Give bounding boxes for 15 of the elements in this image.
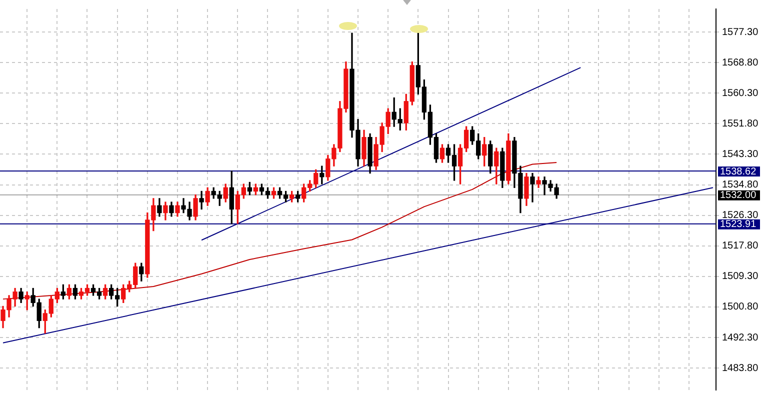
y-tick-label: 1560.30 bbox=[722, 88, 759, 99]
y-tick-label: 1492.30 bbox=[722, 332, 759, 344]
y-tick-label: 1526.30 bbox=[722, 210, 759, 222]
ref-line-label: 1538.62 bbox=[720, 166, 757, 178]
ref-line-label: 1532.00 bbox=[720, 190, 757, 202]
y-tick-label: 1517.80 bbox=[722, 240, 759, 252]
y-tick-label: 1500.80 bbox=[722, 302, 759, 313]
y-tick-label: 1509.30 bbox=[722, 271, 759, 282]
y-tick-label: 1568.80 bbox=[722, 57, 759, 68]
y-tick-label: 1483.80 bbox=[722, 362, 759, 374]
ref-line-label: 1523.91 bbox=[720, 219, 757, 230]
y-tick-label: 1551.80 bbox=[722, 118, 759, 130]
y-tick-label: 1577.30 bbox=[722, 26, 759, 38]
y-tick-label: 1543.30 bbox=[722, 148, 759, 160]
y-tick-label: 1534.80 bbox=[722, 180, 759, 191]
